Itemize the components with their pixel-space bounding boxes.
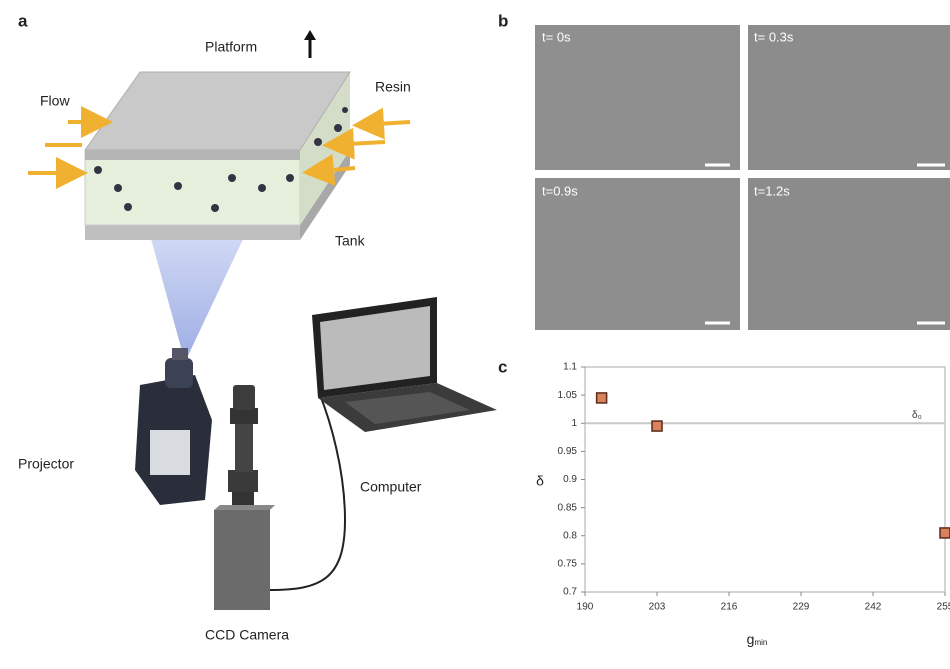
x-tick-label: 229 xyxy=(793,602,810,613)
y-tick-label: 0.8 xyxy=(563,530,577,541)
frame xyxy=(748,25,950,170)
y-tick-label: 0.9 xyxy=(563,474,577,485)
y-tick-label: 0.95 xyxy=(558,446,578,457)
projector xyxy=(135,348,212,505)
platform-edge xyxy=(85,150,300,160)
y-axis-label: δ xyxy=(536,473,544,489)
frame-label: t= 0s xyxy=(542,29,571,44)
y-tick-label: 1.05 xyxy=(558,390,578,401)
ccd-camera xyxy=(214,385,275,610)
x-axis-label-main: g xyxy=(747,631,755,647)
label-computer: Computer xyxy=(360,479,422,495)
cable xyxy=(270,395,345,590)
point xyxy=(652,421,662,431)
frame xyxy=(535,25,740,170)
x-tick-label: 255 xyxy=(937,602,950,613)
label-camera: CCD Camera xyxy=(205,627,289,643)
x-tick-label: 242 xyxy=(865,602,882,613)
label-flow: Flow xyxy=(40,93,70,109)
point xyxy=(597,393,607,403)
frame-label: t=0.9s xyxy=(542,183,578,198)
x-tick-label: 190 xyxy=(577,602,594,613)
point xyxy=(940,528,950,538)
x-tick-label: 203 xyxy=(649,602,666,613)
reference-label: δ₀ xyxy=(912,410,922,421)
light-cone xyxy=(150,235,245,362)
label-resin: Resin xyxy=(375,79,411,95)
y-tick-label: 0.85 xyxy=(558,502,578,513)
label-projector: Projector xyxy=(18,456,74,472)
x-axis-label: gmin xyxy=(747,631,768,647)
panel-label: b xyxy=(498,11,508,30)
computer xyxy=(312,297,497,432)
y-tick-label: 0.75 xyxy=(558,559,578,570)
panel-label: a xyxy=(18,11,28,30)
y-tick-label: 1 xyxy=(571,418,577,429)
plot-frame xyxy=(585,367,945,592)
x-axis-label-sub: min xyxy=(754,638,767,647)
y-tick-label: 0.7 xyxy=(563,587,577,598)
chart: 0.7 0.75 0.8 0.85 0.9 0.95 1 1.05 1.1 190 203 216 22… xyxy=(536,362,950,647)
platform-arrowhead xyxy=(304,30,316,40)
frame xyxy=(748,178,950,330)
label-tank: Tank xyxy=(335,233,366,249)
figure: a Platform Flow Resin Tank Projector CCD… xyxy=(0,0,950,664)
label-platform: Platform xyxy=(205,39,257,55)
frame xyxy=(535,178,740,330)
x-tick-label: 216 xyxy=(721,602,738,613)
frames xyxy=(535,25,950,330)
panel-label: c xyxy=(498,357,507,376)
y-tick-label: 1.1 xyxy=(563,362,577,373)
frame-label: t= 0.3s xyxy=(754,29,794,44)
tank-bottom xyxy=(85,225,300,240)
frame-label: t=1.2s xyxy=(754,183,790,198)
